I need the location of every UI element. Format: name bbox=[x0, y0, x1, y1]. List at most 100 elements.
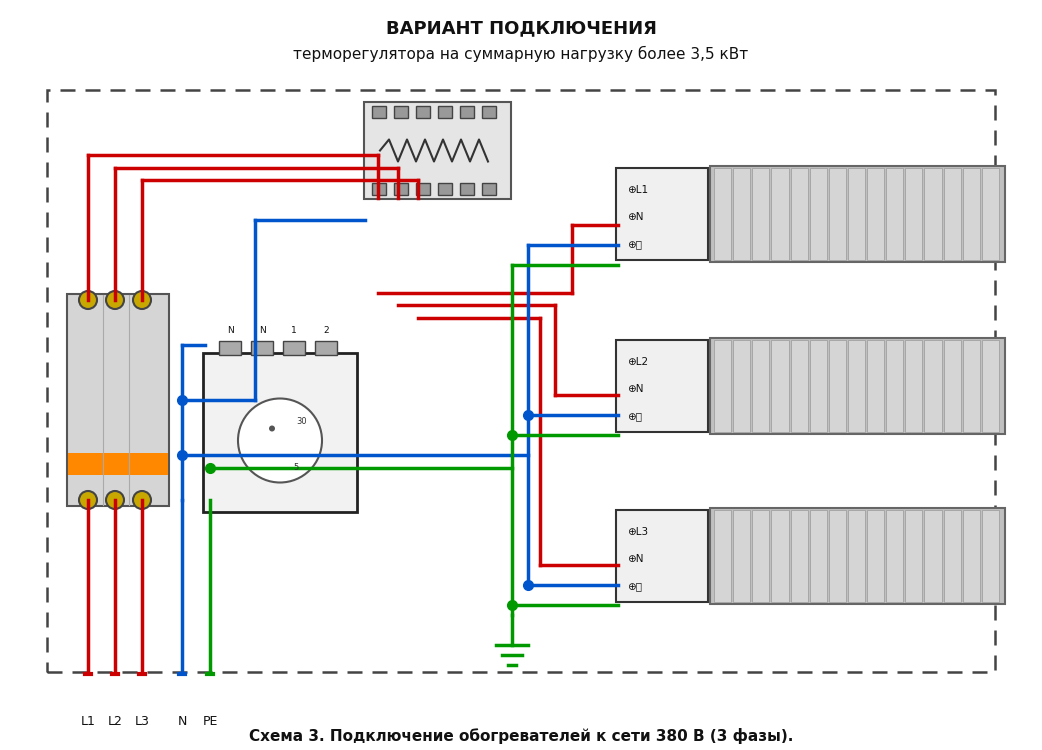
Bar bbox=[734, 168, 750, 260]
Text: ⊕L2: ⊕L2 bbox=[627, 357, 648, 367]
Text: Схема 3. Подключение обогревателей к сети 380 В (3 фазы).: Схема 3. Подключение обогревателей к сет… bbox=[249, 728, 793, 744]
Bar bbox=[791, 340, 808, 432]
Bar bbox=[752, 510, 769, 602]
Bar bbox=[372, 183, 386, 195]
Bar bbox=[867, 510, 885, 602]
Text: 5: 5 bbox=[294, 464, 299, 472]
Text: L3: L3 bbox=[134, 715, 149, 728]
Bar bbox=[791, 168, 808, 260]
Bar bbox=[710, 166, 1004, 262]
Bar bbox=[924, 168, 942, 260]
FancyBboxPatch shape bbox=[203, 353, 357, 512]
FancyBboxPatch shape bbox=[364, 102, 511, 199]
Bar bbox=[848, 510, 865, 602]
Bar bbox=[68, 453, 168, 475]
Text: ⊕⏚: ⊕⏚ bbox=[627, 581, 642, 591]
Bar bbox=[394, 106, 408, 118]
Bar bbox=[867, 168, 885, 260]
Bar bbox=[982, 168, 999, 260]
Bar bbox=[482, 106, 496, 118]
Bar bbox=[771, 168, 789, 260]
Circle shape bbox=[269, 425, 275, 431]
Text: N: N bbox=[258, 326, 266, 335]
Bar bbox=[460, 106, 474, 118]
Circle shape bbox=[79, 491, 97, 509]
Bar bbox=[886, 340, 903, 432]
Circle shape bbox=[79, 291, 97, 309]
Text: ⊕N: ⊕N bbox=[627, 554, 644, 564]
FancyBboxPatch shape bbox=[616, 340, 708, 432]
Text: 1: 1 bbox=[291, 326, 297, 335]
Bar bbox=[752, 340, 769, 432]
FancyBboxPatch shape bbox=[616, 510, 708, 602]
Bar bbox=[944, 510, 961, 602]
Bar bbox=[963, 510, 979, 602]
Bar bbox=[944, 340, 961, 432]
Bar bbox=[905, 340, 922, 432]
Bar bbox=[848, 168, 865, 260]
Bar bbox=[482, 183, 496, 195]
Bar bbox=[714, 340, 731, 432]
Text: ⊕L3: ⊕L3 bbox=[627, 527, 648, 537]
Bar bbox=[372, 106, 386, 118]
Bar bbox=[810, 510, 826, 602]
Bar bbox=[886, 510, 903, 602]
Text: 30: 30 bbox=[297, 418, 307, 427]
Bar bbox=[438, 106, 452, 118]
Text: ⊕N: ⊕N bbox=[627, 384, 644, 394]
Bar bbox=[251, 341, 273, 355]
Bar bbox=[416, 183, 430, 195]
Text: ⊕N: ⊕N bbox=[627, 212, 644, 222]
Circle shape bbox=[106, 291, 124, 309]
Bar bbox=[710, 338, 1004, 434]
Bar bbox=[963, 340, 979, 432]
Bar bbox=[416, 106, 430, 118]
Bar bbox=[810, 340, 826, 432]
Bar bbox=[734, 340, 750, 432]
Bar bbox=[315, 341, 337, 355]
Circle shape bbox=[133, 491, 151, 509]
Bar bbox=[734, 510, 750, 602]
Bar bbox=[771, 340, 789, 432]
Bar bbox=[848, 340, 865, 432]
Text: ⊕⏚: ⊕⏚ bbox=[627, 411, 642, 421]
Circle shape bbox=[133, 291, 151, 309]
Bar bbox=[219, 341, 241, 355]
Bar bbox=[810, 168, 826, 260]
FancyBboxPatch shape bbox=[67, 294, 169, 506]
Bar bbox=[710, 508, 1004, 604]
Bar bbox=[791, 510, 808, 602]
Bar bbox=[283, 341, 305, 355]
Bar bbox=[828, 168, 846, 260]
Circle shape bbox=[238, 398, 322, 482]
Bar bbox=[752, 168, 769, 260]
Bar bbox=[924, 510, 942, 602]
Text: N: N bbox=[177, 715, 187, 728]
Bar bbox=[828, 510, 846, 602]
Text: терморегулятора на суммарную нагрузку более 3,5 кВт: терморегулятора на суммарную нагрузку бо… bbox=[294, 46, 748, 62]
Bar bbox=[460, 183, 474, 195]
Bar bbox=[982, 340, 999, 432]
Bar bbox=[714, 168, 731, 260]
Text: N: N bbox=[226, 326, 233, 335]
Text: ВАРИАНТ ПОДКЛЮЧЕНИЯ: ВАРИАНТ ПОДКЛЮЧЕНИЯ bbox=[386, 19, 656, 37]
Bar bbox=[438, 183, 452, 195]
Bar bbox=[905, 510, 922, 602]
Bar bbox=[867, 340, 885, 432]
Bar bbox=[905, 168, 922, 260]
FancyBboxPatch shape bbox=[616, 168, 708, 260]
Text: 2: 2 bbox=[323, 326, 329, 335]
Text: PE: PE bbox=[202, 715, 218, 728]
Text: ⊕⏚: ⊕⏚ bbox=[627, 239, 642, 249]
Bar bbox=[714, 510, 731, 602]
Bar bbox=[828, 340, 846, 432]
Bar bbox=[394, 183, 408, 195]
Bar bbox=[771, 510, 789, 602]
Bar bbox=[924, 340, 942, 432]
Text: L2: L2 bbox=[107, 715, 123, 728]
Text: ⊕L1: ⊕L1 bbox=[627, 185, 648, 195]
Bar bbox=[982, 510, 999, 602]
Circle shape bbox=[106, 491, 124, 509]
Bar bbox=[963, 168, 979, 260]
Bar bbox=[886, 168, 903, 260]
